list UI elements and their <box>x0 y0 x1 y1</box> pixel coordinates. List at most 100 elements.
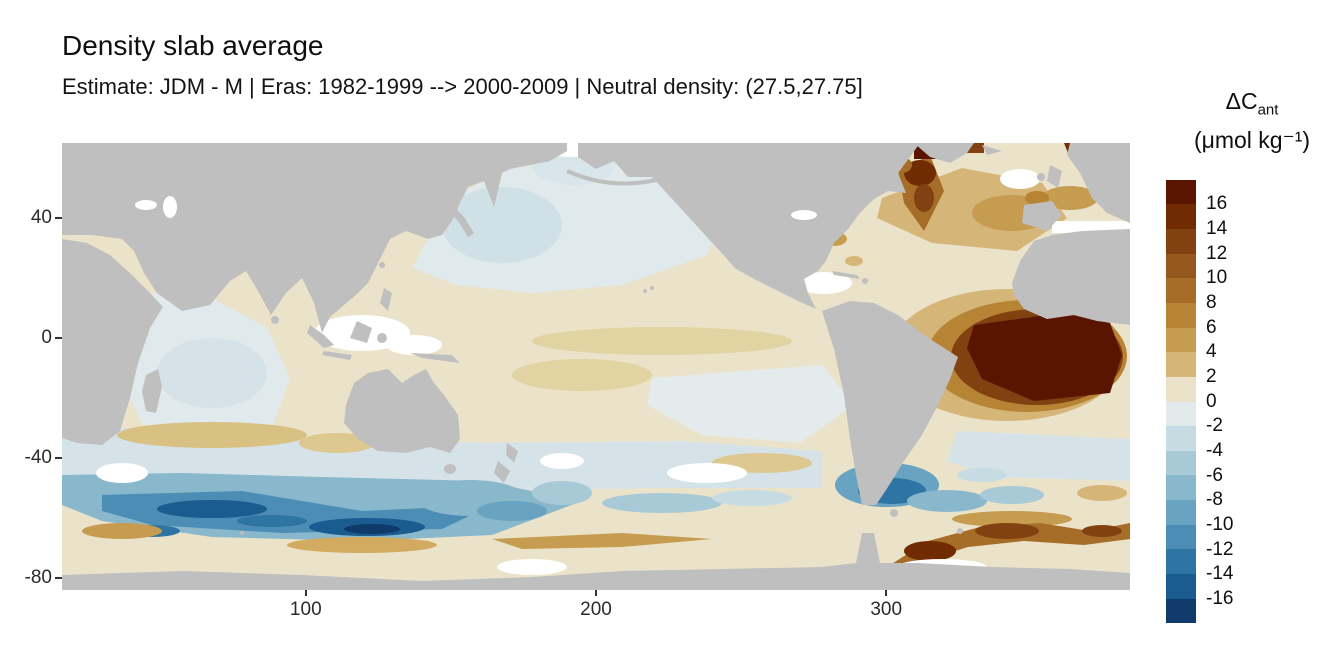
legend-tick-label: -12 <box>1206 538 1234 560</box>
land-aleutians <box>566 169 661 186</box>
land-new-zealand-north <box>506 443 518 463</box>
legend-tick-label: -4 <box>1206 439 1223 461</box>
legend-swatch <box>1166 179 1196 205</box>
plot-panel <box>62 143 1130 590</box>
y-tick-mark <box>55 457 62 459</box>
legend-swatch <box>1166 401 1196 427</box>
land-south-georgia <box>957 528 963 534</box>
land-hawaii <box>643 289 647 293</box>
land-falklands <box>890 509 898 517</box>
land-cuba <box>832 271 860 279</box>
land-japan <box>448 207 474 237</box>
land-taiwan <box>379 262 385 268</box>
legend-swatch <box>1166 352 1196 377</box>
land-new-guinea <box>410 353 460 363</box>
land-iceland <box>982 145 1002 155</box>
x-tick-mark <box>304 590 307 596</box>
land-antarctica <box>62 533 1130 590</box>
legend-tick-label: 10 <box>1206 267 1228 289</box>
feature-kuroshio-low <box>442 187 562 263</box>
legend-swatch <box>1166 598 1196 624</box>
land-africa-east <box>62 239 163 445</box>
land-ireland <box>1037 173 1045 181</box>
land-sri-lanka <box>271 316 279 324</box>
feature-antarctic-margin-high <box>82 485 1130 573</box>
legend-swatch <box>1166 204 1196 229</box>
plot-title: Density slab average <box>62 30 324 61</box>
legend-bar-area: 16 14 12 10 8 6 4 2 0 -2 -4 -6 -8 -10 -12 -14 -16 <box>1166 179 1344 624</box>
y-tick-label: 0 <box>41 327 52 348</box>
legend-swatch <box>1166 228 1196 254</box>
legend-tick-label: 8 <box>1206 291 1217 313</box>
y-tick-mark <box>55 337 62 339</box>
lake-caspian <box>163 196 177 218</box>
y-tick-label: -80 <box>24 567 52 588</box>
legend-tick-label: 2 <box>1206 365 1217 387</box>
x-tick-label: 300 <box>870 599 903 620</box>
land-tasmania <box>444 464 456 474</box>
feature-north-atlantic-high <box>821 143 1130 266</box>
legend-swatch <box>1166 327 1196 353</box>
legend: ΔCant (μmol kg⁻¹) 16 14 12 10 8 6 4 2 0 -2 -4 -6 -8-… <box>1160 88 1344 624</box>
legend-tick-label: 6 <box>1206 316 1217 338</box>
land-new-zealand-south <box>494 461 510 483</box>
world-map <box>62 143 1130 590</box>
legend-swatch <box>1166 450 1196 476</box>
land-madagascar <box>142 369 162 413</box>
land-south-america <box>822 301 958 505</box>
legend-tick-label: -14 <box>1206 563 1234 585</box>
land-borneo <box>350 321 372 343</box>
land-sulawesi <box>377 333 387 343</box>
legend-swatch <box>1166 574 1196 599</box>
land-sumatra <box>307 325 334 348</box>
legend-tick-label: -2 <box>1206 415 1223 437</box>
land-iberia <box>1022 201 1062 231</box>
legend-title-subscript: ant <box>1257 101 1279 119</box>
ocean-subtropical-tans <box>117 327 812 473</box>
land-philippines <box>380 288 392 311</box>
land-greenland <box>914 143 974 163</box>
legend-title-text: ΔC <box>1225 88 1258 114</box>
legend-swatch <box>1166 376 1196 402</box>
x-tick-label: 200 <box>580 599 612 620</box>
legend-tick-label: 16 <box>1206 193 1228 215</box>
feature-southern-ocean-low <box>62 473 792 541</box>
lake-great-lakes <box>791 210 817 220</box>
legend-tick-label: -8 <box>1206 489 1223 511</box>
y-tick-mark <box>55 577 62 579</box>
y-tick-mark <box>55 217 62 219</box>
feature-southeast-pacific-low <box>647 365 854 443</box>
land-kerguelen <box>240 531 244 535</box>
x-tick-mark <box>885 590 888 596</box>
legend-tick-label: 12 <box>1206 242 1228 264</box>
legend-swatch <box>1166 302 1196 328</box>
land-west-africa <box>1012 229 1130 325</box>
plot-subtitle: Estimate: JDM - M | Eras: 1982-1999 --> … <box>62 74 863 99</box>
land-layer <box>62 143 1130 590</box>
feature-south-atlantic-low <box>947 431 1130 481</box>
legend-swatch <box>1166 253 1196 279</box>
feature-south-indian-tan <box>117 422 307 448</box>
legend-units: (μmol kg⁻¹) <box>1193 126 1311 153</box>
legend-tick-label: -16 <box>1206 587 1234 609</box>
legend-tick-label: -6 <box>1206 464 1223 486</box>
legend-swatch <box>1166 500 1196 525</box>
land-eurasia <box>62 143 567 333</box>
land-java <box>322 351 352 360</box>
x-tick-mark <box>595 590 597 596</box>
legend-swatch <box>1166 475 1196 501</box>
y-tick-label: -40 <box>24 447 52 468</box>
ocean-negative-regions <box>62 145 1130 491</box>
land-australia <box>344 369 460 453</box>
legend-tick-label: 4 <box>1206 341 1217 363</box>
land-britain <box>1047 165 1062 188</box>
land-north-america <box>578 143 920 309</box>
land-europe <box>1067 143 1130 223</box>
lakes-layer <box>135 196 817 220</box>
legend-swatch <box>1166 549 1196 575</box>
legend-swatch <box>1166 278 1196 303</box>
feature-tropical-atlantic-maximum <box>889 289 1127 421</box>
legend-tick-labels: 16 14 12 10 8 6 4 2 0 -2 -4 -6 -8 -10 -12 -14 -16 <box>1166 180 1344 624</box>
legend-title: ΔCant <box>1160 88 1344 119</box>
lake-black-sea <box>135 200 157 210</box>
